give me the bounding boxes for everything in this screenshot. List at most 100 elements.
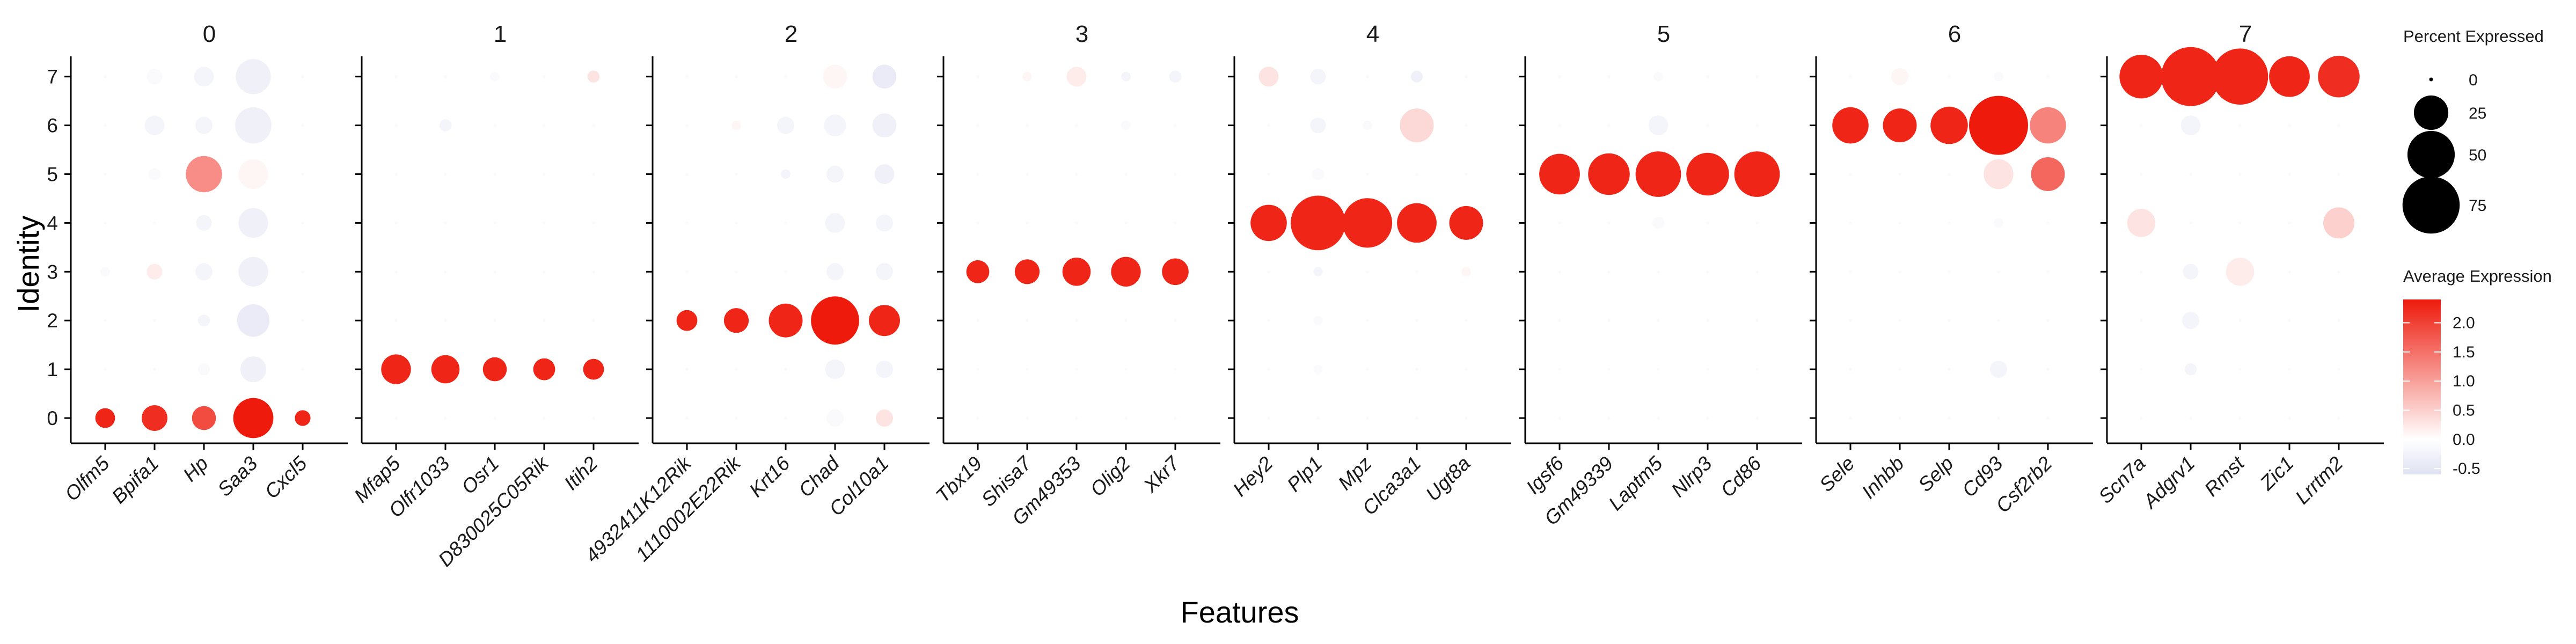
dot-Xkr7-identity-7 (1169, 70, 1182, 83)
size-legend-title: Percent Expressed (2403, 27, 2544, 46)
dot-Col10a1-identity-3 (876, 263, 893, 281)
facet-title: 2 (785, 21, 797, 47)
dot-Selp-identity-7 (1948, 75, 1951, 78)
dot-Olfm5-identity-2 (104, 319, 107, 323)
dot-Hey2-identity-3 (1267, 270, 1270, 274)
dot-Olfr1033-identity-5 (444, 172, 447, 176)
dot-Krt16-identity-3 (784, 270, 787, 274)
dot-Osr1-identity-6 (493, 123, 496, 127)
dot-Gm49339-identity-3 (1607, 270, 1611, 274)
dot-Nlrp3-identity-4 (1706, 221, 1709, 225)
dot-1110002E22Rik-identity-7 (735, 75, 738, 78)
gene-label: Selp (1914, 452, 1957, 496)
dot-Scn7a-identity-2 (2140, 319, 2143, 323)
dot-Zic1-identity-3 (2288, 270, 2291, 274)
dot-Xkr7-identity-4 (1174, 221, 1177, 225)
dot-Saa3-identity-4 (238, 208, 268, 238)
dot-Olfm5-identity-6 (104, 123, 107, 127)
gene-label: Igsf6 (1522, 452, 1568, 498)
dot-Selp-identity-2 (1948, 319, 1951, 323)
dot-Col10a1-identity-1 (876, 361, 893, 378)
dot-Olig2-identity-1 (1124, 368, 1128, 371)
dot-Hp-identity-7 (194, 67, 214, 87)
dot-Hey2-identity-6 (1267, 123, 1270, 127)
dot-Bpifa1-identity-3 (147, 264, 163, 280)
gene-label: Itih2 (560, 452, 602, 494)
dot-Mfap5-identity-4 (394, 221, 398, 225)
dot-Scn7a-identity-3 (2140, 270, 2143, 274)
dot-Olfr1033-identity-1 (431, 355, 460, 384)
dot-Igsf6-identity-6 (1558, 123, 1561, 127)
dot-Inhbb-identity-6 (1883, 108, 1917, 143)
dot-Inhbb-identity-4 (1898, 221, 1901, 225)
dot-Olfm5-identity-4 (104, 221, 107, 225)
gene-label: Ugt8a (1422, 452, 1475, 506)
dot-Xkr7-identity-2 (1174, 319, 1177, 323)
gene-label: Mpz (1334, 452, 1375, 494)
dot-Rmst-identity-5 (2238, 172, 2242, 176)
dot-Saa3-identity-6 (235, 107, 272, 144)
dot-Adgrv1-identity-5 (2189, 172, 2192, 176)
gene-label: Cd86 (1716, 452, 1766, 501)
dot-Sele-identity-2 (1849, 319, 1852, 323)
dot-Olfr1033-identity-3 (444, 270, 447, 274)
facet-title: 6 (1948, 21, 1961, 47)
dot-Mpz-identity-6 (1363, 120, 1372, 130)
dot-Bpifa1-identity-1 (153, 368, 156, 371)
dot-Ugt8a-identity-4 (1449, 206, 1483, 240)
dot-Adgrv1-identity-4 (2189, 221, 2192, 225)
facet-title: 3 (1075, 21, 1088, 47)
gene-label: Inhbb (1857, 452, 1908, 503)
dot-Olig2-identity-5 (1124, 172, 1128, 176)
dot-Sele-identity-6 (1832, 107, 1869, 144)
gene-label: Olfm5 (61, 452, 114, 505)
dot-D830025C05Rik-identity-4 (543, 221, 546, 225)
dot-Saa3-identity-7 (236, 59, 271, 94)
dot-Inhbb-identity-5 (1898, 172, 1901, 176)
dot-Cd86-identity-1 (1755, 368, 1759, 371)
dot-Xkr7-identity-3 (1162, 258, 1189, 286)
gene-label: Osr1 (457, 452, 503, 499)
dot-Clca3a1-identity-6 (1400, 108, 1434, 143)
dot-Mfap5-identity-6 (394, 123, 398, 127)
gene-label: Rmst (2200, 451, 2249, 500)
dot-Mpz-identity-5 (1366, 172, 1369, 176)
dot-Mpz-identity-1 (1366, 368, 1369, 371)
dot-Shisa7-identity-2 (1026, 319, 1029, 323)
dot-Cxcl5-identity-5 (301, 172, 304, 176)
dot-Osr1-identity-2 (493, 319, 496, 323)
dot-Laptm5-identity-2 (1657, 319, 1660, 323)
dot-Cd93-identity-1 (1990, 361, 2007, 378)
dot-Chad-identity-1 (825, 359, 845, 379)
dot-Tbx19-identity-5 (976, 172, 979, 176)
dot-Nlrp3-identity-1 (1706, 368, 1709, 371)
dot-Col10a1-identity-5 (874, 164, 895, 184)
dot-Krt16-identity-5 (781, 169, 791, 179)
dot-Itih2-identity-5 (592, 172, 595, 176)
dot-Tbx19-identity-6 (976, 123, 979, 127)
dot-Tbx19-identity-3 (966, 260, 990, 283)
gene-label: Csf2rb2 (1992, 452, 2057, 517)
dot-Cd86-identity-6 (1755, 123, 1759, 127)
dot-Krt16-identity-4 (784, 221, 787, 225)
dot-Xkr7-identity-5 (1174, 172, 1177, 176)
dot-Col10a1-identity-0 (876, 409, 893, 427)
dot-Igsf6-identity-1 (1558, 368, 1561, 371)
dot-Col10a1-identity-2 (869, 305, 900, 336)
dot-1110002E22Rik-identity-4 (735, 221, 738, 225)
dot-Xkr7-identity-0 (1174, 416, 1177, 420)
dot-Scn7a-identity-7 (2119, 55, 2163, 99)
dot-Chad-identity-0 (826, 409, 844, 427)
dot-D830025C05Rik-identity-1 (533, 358, 555, 380)
dot-Scn7a-identity-1 (2140, 368, 2143, 371)
dot-Zic1-identity-2 (2288, 319, 2291, 323)
dot-Selp-identity-4 (1948, 221, 1951, 225)
gene-label: Hp (179, 452, 212, 486)
dot-Gm49353-identity-2 (1075, 319, 1078, 323)
gene-label: Plp1 (1283, 452, 1326, 496)
size-legend-dot (2402, 176, 2460, 234)
dot-Shisa7-identity-6 (1026, 123, 1029, 127)
dot-Scn7a-identity-4 (2127, 209, 2156, 237)
dot-Xkr7-identity-1 (1174, 368, 1177, 371)
